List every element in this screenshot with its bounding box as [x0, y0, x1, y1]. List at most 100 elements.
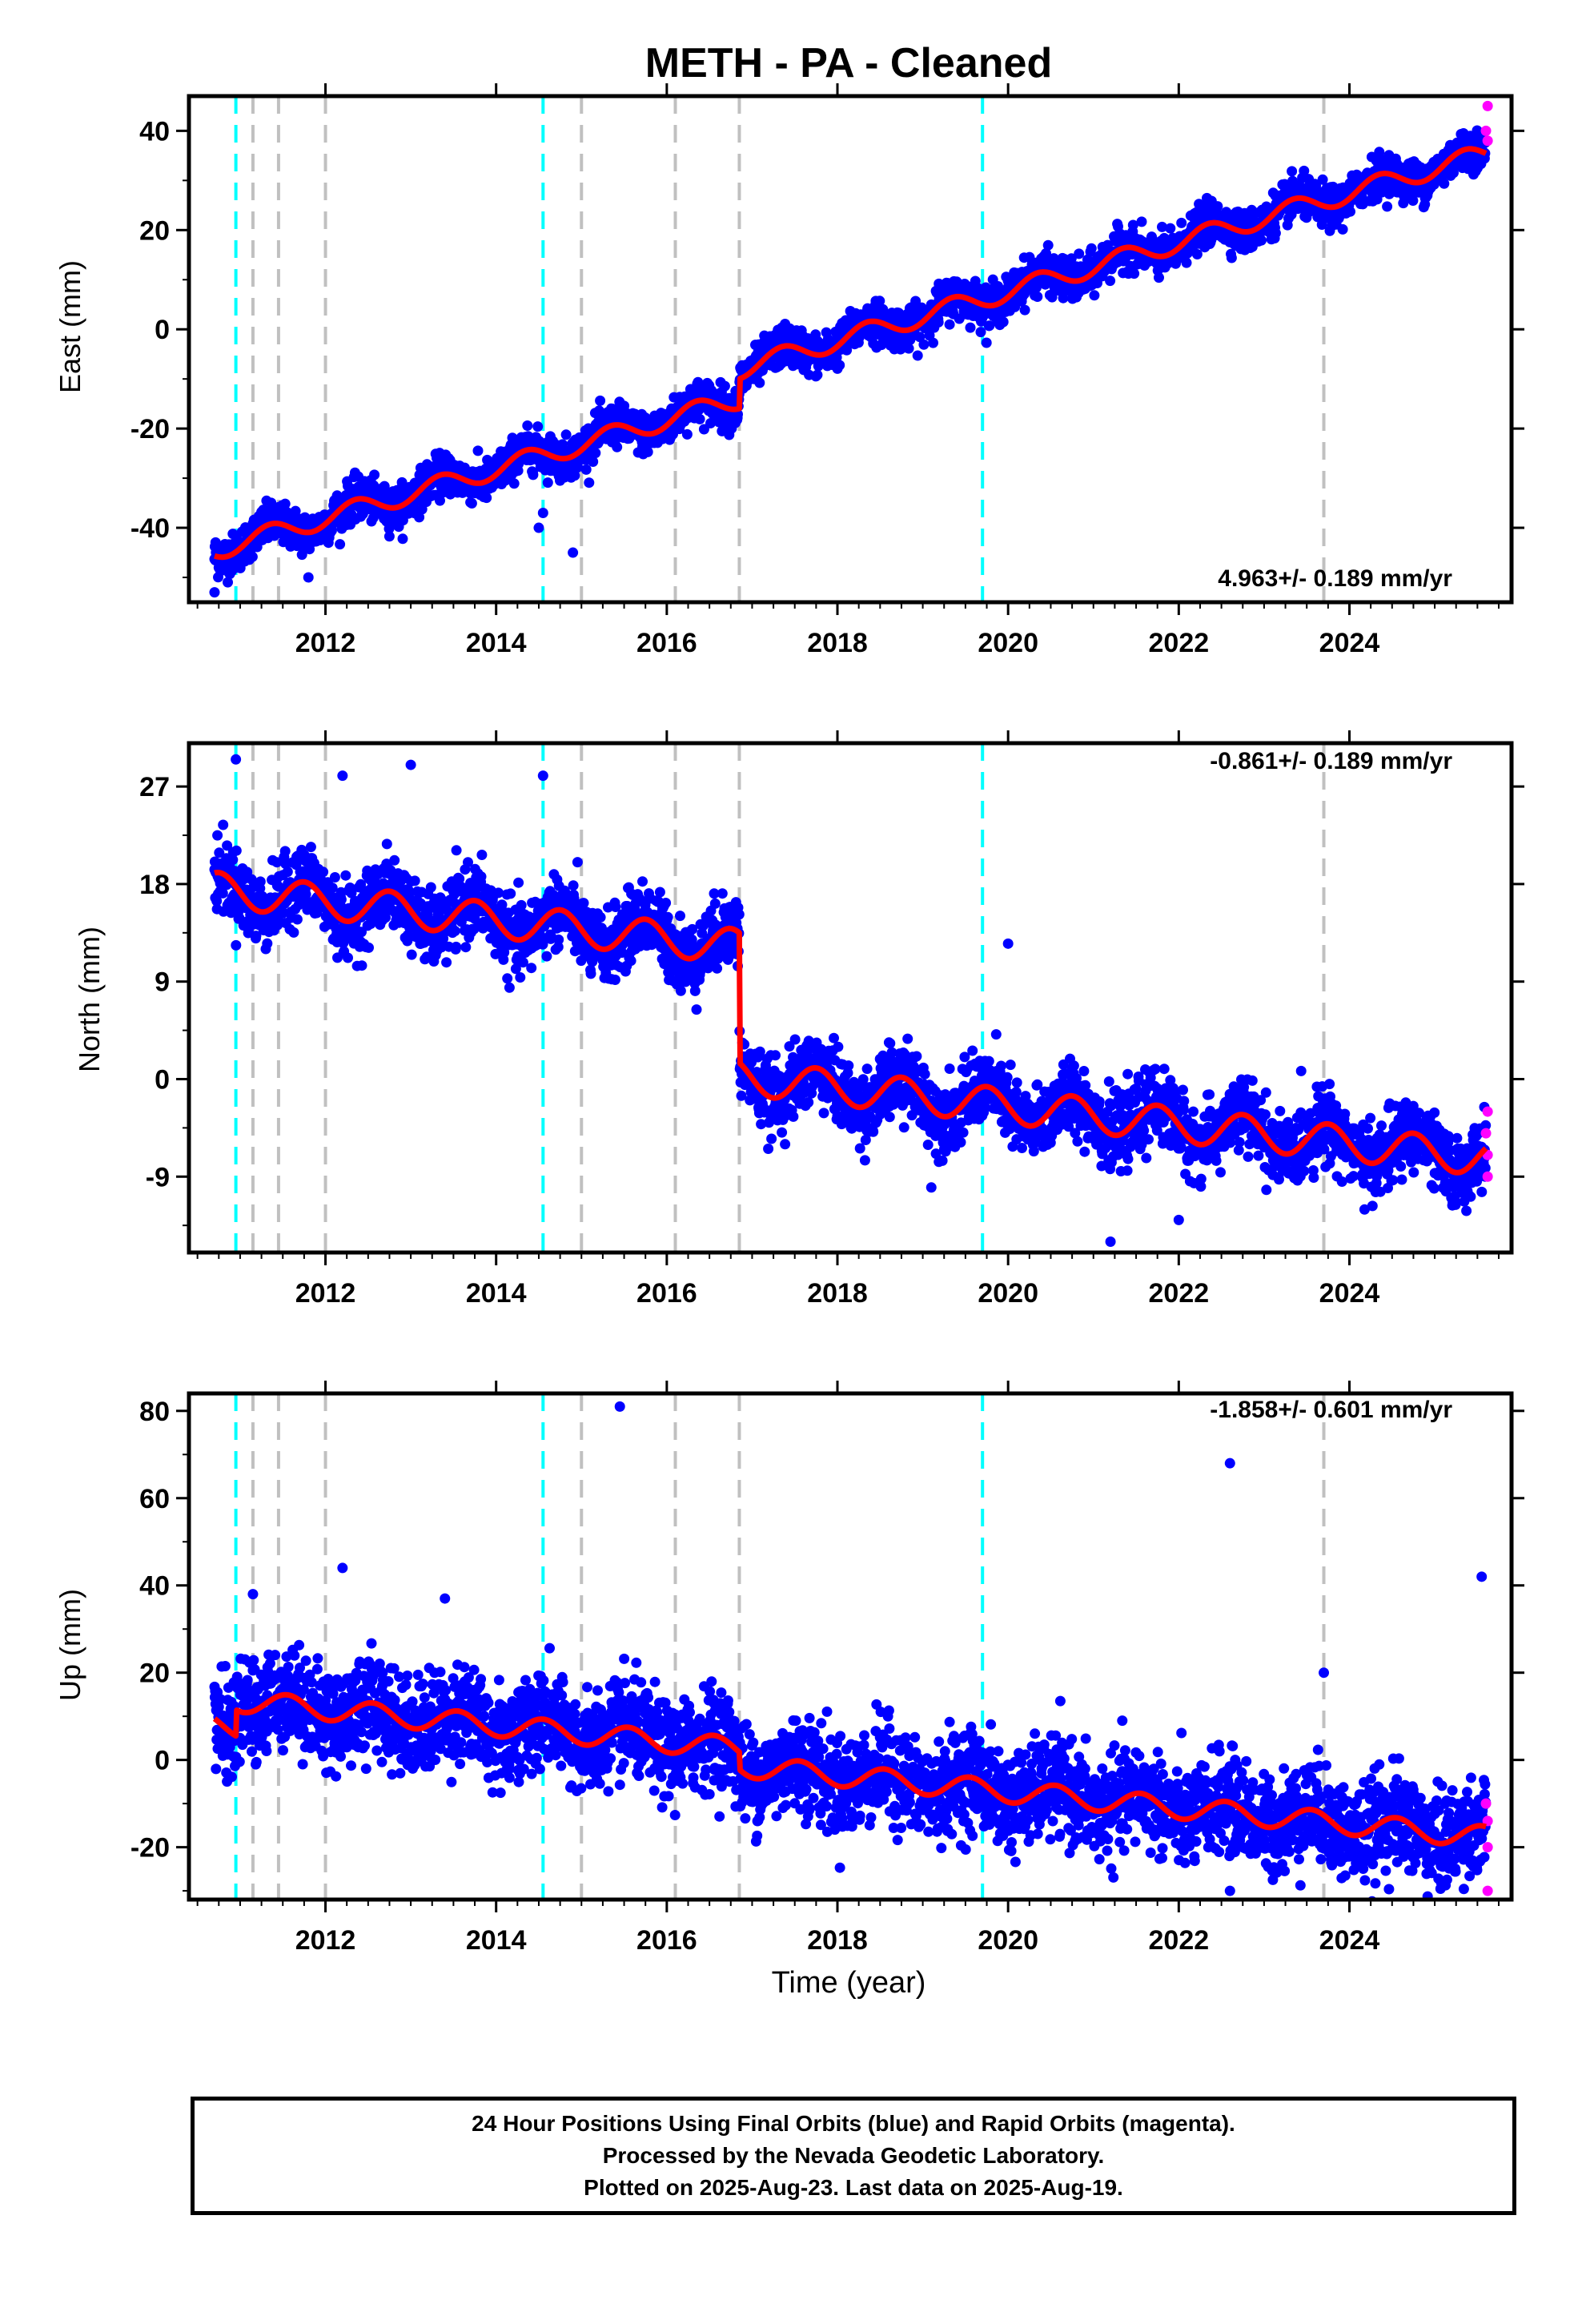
east-point-2412: [1074, 248, 1085, 259]
north-point-116: [251, 931, 262, 942]
north-point-481: [381, 838, 392, 850]
north-point-51: [227, 854, 239, 866]
east-point-873: [522, 420, 533, 431]
east-point-2296: [1032, 292, 1043, 302]
east-xtick-label-6: 2024: [1319, 628, 1380, 658]
east-outlier-point-3: [537, 507, 548, 518]
north-point-853: [515, 972, 526, 983]
east-point-2109: [965, 322, 976, 333]
east-point-2391: [1066, 253, 1077, 264]
east-point-2320: [1041, 247, 1051, 259]
north-point-13: [214, 847, 225, 858]
north-ylabel: North (mm): [73, 927, 106, 1072]
east-point-735: [472, 445, 484, 456]
north-point-550: [406, 949, 417, 960]
east-point-106: [247, 551, 258, 562]
east-point-3040: [1299, 165, 1310, 176]
east-point-2138: [975, 327, 986, 338]
east-point-1056: [588, 456, 599, 467]
east-point-2051: [944, 319, 955, 330]
east-rapid-orbit-points: [1480, 100, 1493, 147]
north-point-128: [255, 876, 266, 887]
north-point-1243: [654, 887, 665, 898]
north-point-336: [329, 872, 340, 883]
north-point-255: [300, 889, 311, 900]
east-point-3272: [1382, 201, 1393, 212]
east-point-1037: [580, 464, 592, 475]
east-point-327: [326, 525, 337, 536]
north-point-1001: [568, 880, 579, 891]
east-rapid-point-0: [1482, 100, 1493, 111]
east-point-2838: [1226, 252, 1237, 263]
east-point-2566: [1129, 268, 1140, 279]
east-point-226: [290, 505, 301, 517]
north-point-502: [389, 854, 400, 866]
north-point-329: [327, 883, 338, 894]
east-point-2712: [1181, 257, 1192, 268]
east-point-1045: [584, 477, 595, 489]
east-point-2563: [1127, 219, 1138, 231]
east-ylabel: East (mm): [54, 260, 86, 393]
east-point-2154: [981, 337, 992, 348]
east-ytick-label-0: -40: [130, 513, 170, 544]
north-point-197: [279, 846, 291, 857]
east-point-571: [414, 512, 425, 523]
east-point-836: [508, 478, 520, 489]
east-point-1744: [834, 360, 845, 371]
east-point-1076: [595, 395, 606, 406]
east-ytick-label-4: 40: [139, 116, 170, 147]
north-point-1299: [675, 911, 685, 922]
north-point-1077: [595, 911, 606, 923]
north-point-430: [363, 942, 374, 953]
east-point-930: [542, 477, 553, 489]
north-point-559: [409, 875, 420, 887]
north-point-746: [476, 850, 488, 860]
east-point-1909: [893, 308, 904, 319]
east-point-2326: [1042, 239, 1054, 251]
east-point-1856: [874, 296, 885, 307]
north-point-1118: [609, 975, 620, 985]
east-point-197: [279, 498, 291, 509]
east-point-2368: [1058, 292, 1069, 304]
north-point-231: [291, 914, 303, 925]
east-point-2635: [1154, 272, 1164, 283]
north-point-372: [343, 952, 353, 963]
east-point-3344: [1407, 195, 1419, 206]
east-point-1354: [694, 413, 705, 424]
east-point-3006: [1287, 166, 1298, 177]
east-outlier-point-4: [568, 547, 579, 558]
north-point-884: [526, 963, 537, 974]
east-outlier-point-1: [303, 572, 314, 583]
east-point-2742: [1191, 249, 1203, 259]
north-point-366: [340, 870, 351, 881]
north-final-orbit-points: [209, 754, 1492, 1247]
north-point-744: [476, 871, 487, 883]
east-point-2337: [1046, 292, 1058, 303]
east-point-2261: [1019, 304, 1030, 316]
north-point-61: [231, 845, 242, 856]
east-point-2020: [933, 316, 944, 328]
north-point-303: [318, 866, 329, 878]
east-point-2587: [1136, 216, 1147, 227]
east-point-350: [335, 539, 346, 550]
east-point-1937: [903, 343, 914, 354]
east-point-889: [528, 469, 539, 480]
east-point-3169: [1345, 206, 1355, 217]
east-ytick-label-1: -20: [130, 414, 170, 444]
north-point-675: [451, 845, 462, 856]
east-plot-area: [209, 96, 1493, 602]
east-point-2499: [1105, 275, 1116, 287]
east-point-523: [396, 476, 408, 488]
north-point-647: [441, 957, 452, 968]
east-point-1063: [590, 448, 601, 459]
east-point-2162: [984, 320, 995, 332]
north-point-60: [231, 939, 242, 951]
east-xtick-label-1: 2014: [466, 628, 527, 658]
east-point-3092: [1317, 174, 1328, 185]
north-point-174: [271, 857, 283, 868]
east-point-244: [296, 549, 307, 561]
east-xtick-label-3: 2018: [807, 628, 868, 658]
east-point-1209: [642, 446, 653, 457]
east-point-1962: [912, 350, 923, 361]
north-point-382: [346, 887, 357, 899]
